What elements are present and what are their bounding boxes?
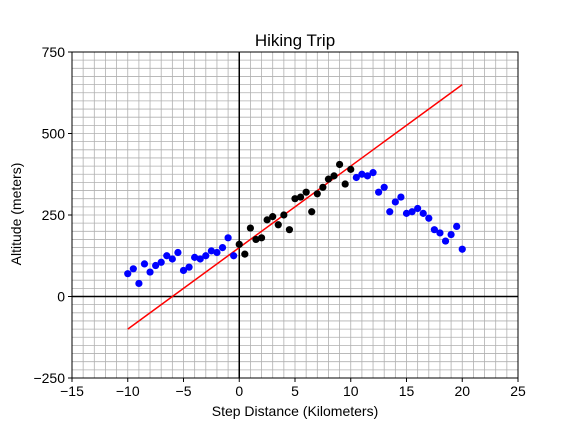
- blue-data-point: [425, 214, 433, 222]
- black-data-point: [336, 160, 344, 169]
- blue-data-point: [196, 255, 204, 263]
- black-data-point: [241, 250, 249, 258]
- black-data-point: [263, 216, 271, 224]
- black-data-point: [285, 226, 294, 234]
- blue-data-point: [386, 208, 394, 216]
- blue-data-point: [213, 248, 221, 257]
- blue-data-point: [230, 252, 238, 260]
- blue-data-point: [358, 170, 366, 178]
- blue-data-point: [414, 204, 422, 213]
- blue-data-point: [185, 263, 193, 271]
- fit-line-layer: [127, 83, 463, 330]
- black-data-point: [291, 195, 299, 203]
- x-tick-label: 0: [235, 383, 243, 399]
- grid: [71, 51, 519, 379]
- blue-data-point: [430, 226, 438, 234]
- zero-axes: [72, 52, 518, 378]
- blue-data-point: [140, 260, 149, 268]
- blue-data-point: [436, 229, 444, 237]
- blue-data-point: [363, 172, 372, 180]
- black-data-point: [347, 165, 355, 173]
- black-data-point: [296, 193, 305, 201]
- x-tick-label: −5: [176, 383, 192, 399]
- black-data-point: [302, 188, 310, 196]
- x-tick-label: 25: [510, 383, 526, 399]
- y-axis-label: Altitude (meters): [8, 163, 24, 266]
- black-data-point: [319, 183, 327, 191]
- blue-data-point: [124, 270, 132, 278]
- black-data-point: [313, 190, 321, 198]
- black-data-point: [257, 234, 266, 242]
- black-data-point: [308, 208, 316, 216]
- blue-data-point: [191, 253, 199, 261]
- black-data-point: [280, 211, 288, 219]
- x-axis-label: Step Distance (Kilometers): [212, 403, 379, 419]
- y-tick-label: 250: [42, 207, 66, 223]
- black-data-point: [246, 224, 254, 232]
- chart-title: Hiking Trip: [255, 31, 335, 50]
- blue-data-point: [408, 208, 416, 216]
- x-tick-label: 10: [343, 383, 359, 399]
- blue-data-point: [207, 247, 215, 255]
- blue-data-point: [419, 209, 427, 217]
- blue-data-point: [369, 169, 377, 177]
- black-data-point: [341, 180, 349, 188]
- x-tick-label: −15: [60, 383, 84, 399]
- data-points: [124, 160, 466, 288]
- blue-data-point: [179, 266, 188, 275]
- black-data-point: [269, 213, 277, 221]
- black-data-point: [330, 172, 338, 180]
- blue-data-point: [391, 198, 399, 206]
- blue-data-point: [453, 222, 461, 231]
- y-tick-label: 0: [57, 289, 65, 305]
- blue-data-point: [135, 279, 143, 288]
- blue-data-point: [397, 193, 405, 201]
- y-tick-label: −250: [33, 370, 65, 386]
- blue-data-point: [218, 244, 227, 252]
- blue-data-point: [157, 258, 165, 266]
- black-data-point: [252, 235, 260, 244]
- blue-data-point: [174, 248, 182, 257]
- blue-data-point: [152, 261, 160, 270]
- blue-data-point: [129, 265, 137, 273]
- blue-data-point: [146, 268, 154, 276]
- blue-data-point: [224, 234, 232, 242]
- x-tick-label: −10: [116, 383, 140, 399]
- blue-data-point: [447, 230, 455, 239]
- black-data-point: [235, 240, 243, 248]
- x-tick-label: 20: [454, 383, 470, 399]
- x-tick-label: 5: [291, 383, 299, 399]
- blue-data-point: [168, 255, 176, 263]
- blue-data-point: [375, 188, 383, 196]
- y-tick-label: 500: [42, 126, 66, 142]
- blue-data-point: [163, 252, 171, 260]
- blue-data-point: [441, 237, 450, 245]
- blue-data-point: [402, 209, 411, 217]
- fit-line: [127, 83, 463, 330]
- blue-data-point: [202, 252, 210, 260]
- black-data-point: [274, 221, 282, 229]
- axis-ticks: −15 −10 −5 0 5 10 15 20 25 −250 0 250 500 750: [33, 44, 526, 399]
- blue-data-point: [458, 245, 466, 253]
- blue-data-point: [380, 183, 388, 191]
- blue-data-point: [352, 173, 360, 182]
- black-data-point: [324, 175, 333, 183]
- y-tick-label: 750: [42, 44, 66, 60]
- x-tick-label: 15: [399, 383, 415, 399]
